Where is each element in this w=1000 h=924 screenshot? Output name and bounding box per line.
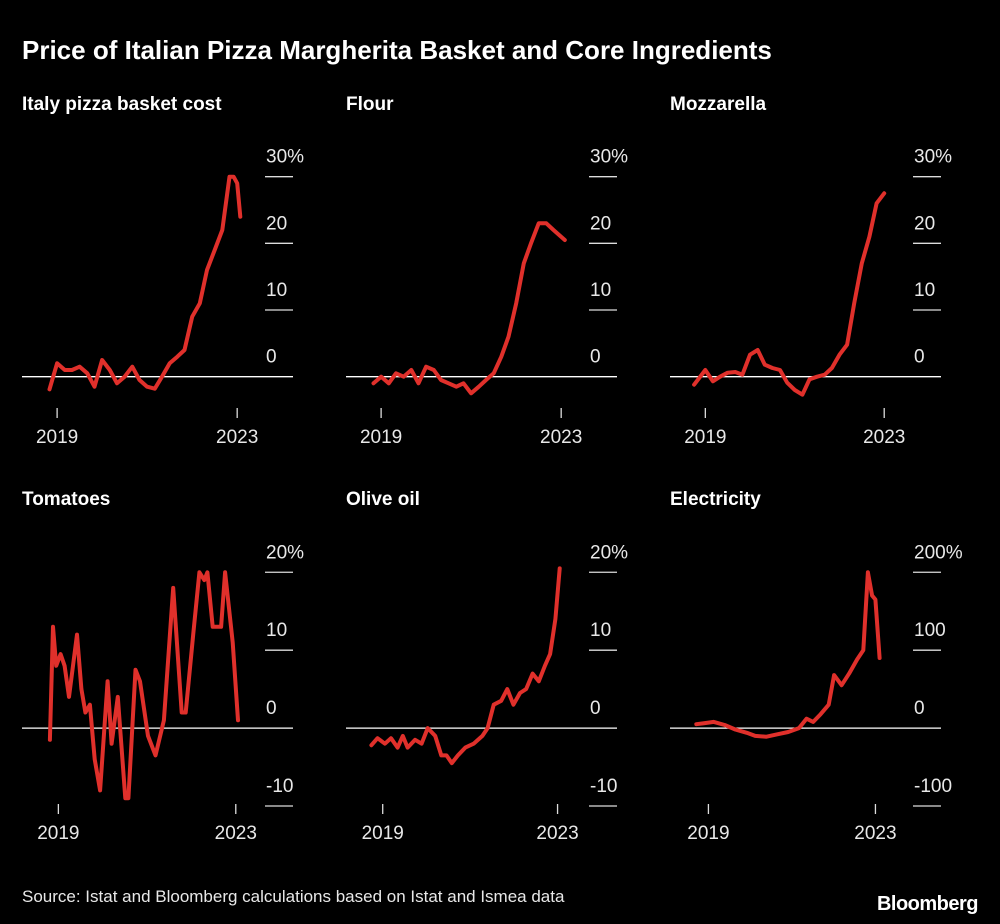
y-tick-label: 100	[914, 620, 946, 641]
y-tick-label: 0	[590, 347, 601, 368]
y-tick-label: 0	[590, 698, 601, 719]
data-line	[47, 174, 243, 392]
panel-title: Tomatoes	[22, 489, 110, 510]
y-tick-label: 10	[266, 620, 287, 641]
y-tick-label: 10	[266, 280, 287, 301]
x-tick-label: 2023	[216, 427, 258, 448]
x-tick-label: 2019	[684, 427, 726, 448]
panel-title: Electricity	[670, 489, 761, 510]
x-tick-label: 2023	[854, 823, 896, 844]
x-tick-label: 2023	[536, 823, 578, 844]
y-tick-label: 20	[266, 213, 287, 234]
y-tick-label: 20	[914, 213, 935, 234]
y-tick-label: 0	[266, 698, 277, 719]
panel-title: Olive oil	[346, 489, 420, 510]
y-tick-label: 20%	[266, 542, 304, 563]
data-line	[47, 570, 240, 801]
data-line	[692, 191, 887, 397]
x-tick-label: 2023	[863, 427, 905, 448]
y-tick-label: 20	[590, 213, 611, 234]
y-tick-label: 0	[914, 347, 925, 368]
y-tick-label: 20%	[590, 542, 628, 563]
y-tick-label: 30%	[266, 147, 304, 168]
y-tick-label: -10	[266, 776, 293, 797]
x-tick-label: 2019	[687, 823, 729, 844]
x-tick-label: 2019	[37, 823, 79, 844]
y-tick-label: 10	[590, 620, 611, 641]
source-note: Source: Istat and Bloomberg calculations…	[22, 887, 565, 906]
y-tick-label: 0	[914, 698, 925, 719]
data-line	[371, 221, 567, 396]
y-tick-label: -100	[914, 776, 952, 797]
y-tick-label: 10	[590, 280, 611, 301]
x-tick-label: 2019	[36, 427, 78, 448]
y-tick-label: 30%	[590, 147, 628, 168]
y-tick-label: 10	[914, 280, 935, 301]
y-tick-label: 0	[266, 347, 277, 368]
y-tick-label: -10	[590, 776, 617, 797]
x-tick-label: 2019	[362, 823, 404, 844]
panel-title: Flour	[346, 94, 394, 115]
x-tick-label: 2023	[215, 823, 257, 844]
x-tick-label: 2023	[540, 427, 582, 448]
y-tick-label: 30%	[914, 147, 952, 168]
panel-title: Italy pizza basket cost	[22, 94, 222, 115]
chart-title: Price of Italian Pizza Margherita Basket…	[22, 35, 772, 65]
y-tick-label: 200%	[914, 542, 963, 563]
data-line	[369, 566, 562, 766]
brand-logo: Bloomberg	[877, 893, 978, 915]
panel-title: Mozzarella	[670, 94, 767, 115]
data-line	[694, 570, 882, 739]
x-tick-label: 2019	[360, 427, 402, 448]
